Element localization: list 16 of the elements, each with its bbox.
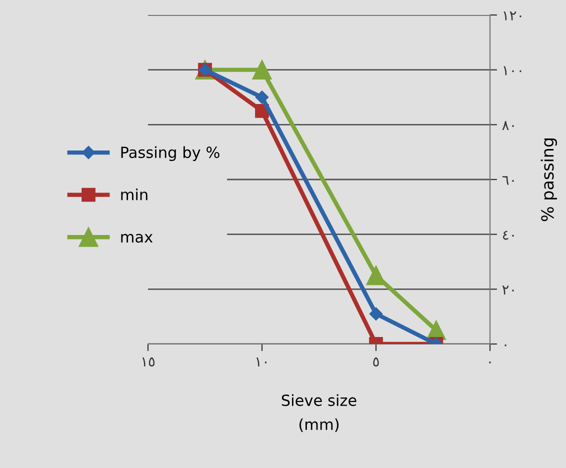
y-tick-label: ١٢٠ [504, 11, 522, 20]
x-tick-label: ١٠ [256, 358, 266, 366]
y-tick-label: ٠ [504, 344, 506, 346]
y-tick-label: ٨٠ [502, 121, 514, 130]
y-tick-label: ٤٠ [502, 230, 514, 240]
y-axis-title: % passing [540, 138, 557, 222]
legend-label: max [121, 234, 153, 243]
y-tick-label: ٢٠ [502, 286, 514, 294]
y-tick-label: ٦٠ [502, 176, 514, 185]
x-tick-label: ٠ [489, 362, 491, 364]
y-tick-label: ١٠٠ [504, 66, 522, 76]
x-tick-label: ١٥ [142, 357, 155, 366]
x-tick-label: ٥ [373, 357, 379, 366]
legend-label: min [121, 188, 148, 200]
x-axis-title: Sieve size (mm) [282, 394, 356, 432]
legend-label: Passing by % [121, 146, 220, 162]
